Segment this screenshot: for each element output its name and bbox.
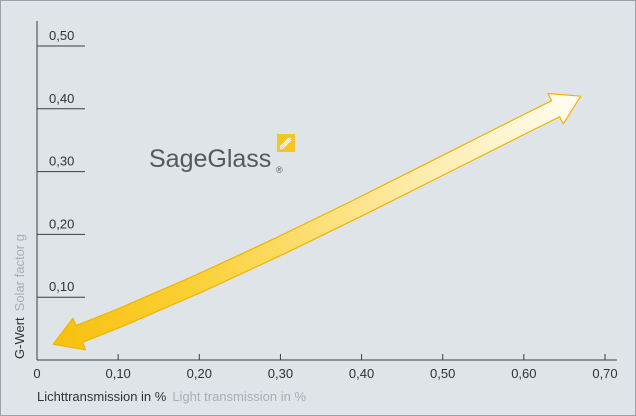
- x-tick-label: 0,10: [105, 366, 130, 381]
- registered-mark: ®: [276, 165, 283, 175]
- y-tick-label: 0,20: [49, 216, 74, 231]
- x-tick-label: 0,50: [430, 366, 455, 381]
- x-axis-title-en: Light transmission in %: [172, 389, 306, 404]
- y-tick-label: 0,50: [49, 28, 74, 43]
- logo-ray-0: [279, 137, 292, 150]
- x-tick-label: 0,20: [187, 366, 212, 381]
- logo-sun-rays: [279, 137, 292, 150]
- axes: [36, 21, 617, 361]
- y-tick-label: 0,30: [49, 154, 74, 169]
- logo-ray-2: [279, 137, 290, 148]
- y-axis-title-en: Solar factor g: [12, 234, 27, 311]
- axis-titles: Lichttransmission in % Light transmission…: [12, 234, 306, 404]
- x-axis-title-de: Lichttransmission in %: [37, 389, 167, 404]
- x-tick-label: 0,70: [592, 366, 617, 381]
- logo-ray-1: [281, 139, 292, 150]
- x-axis-title: Lichttransmission in % Light transmission…: [37, 389, 306, 404]
- logo-wordmark: SageGlass: [149, 145, 271, 173]
- y-axis-title: G-Wert Solar factor g: [12, 234, 27, 359]
- y-tick-label: 0,10: [49, 279, 74, 294]
- y-axis-title-de: G-Wert: [12, 317, 27, 359]
- y-tick-label: 0,40: [49, 91, 74, 106]
- x-tick-label: 0,40: [349, 366, 374, 381]
- x-tick-label: 0,60: [511, 366, 536, 381]
- ticks: 0,10 0,20 0,30 0,40 0,50 0 0,10 0,20 0,30 0,40 0,5…: [33, 28, 617, 381]
- x-tick-label: 0,30: [268, 366, 293, 381]
- series: [52, 92, 582, 351]
- double-arrow-series: [52, 92, 582, 351]
- x-tick-label: 0: [33, 366, 40, 381]
- sageglass-logo: SageGlass ®: [149, 134, 295, 175]
